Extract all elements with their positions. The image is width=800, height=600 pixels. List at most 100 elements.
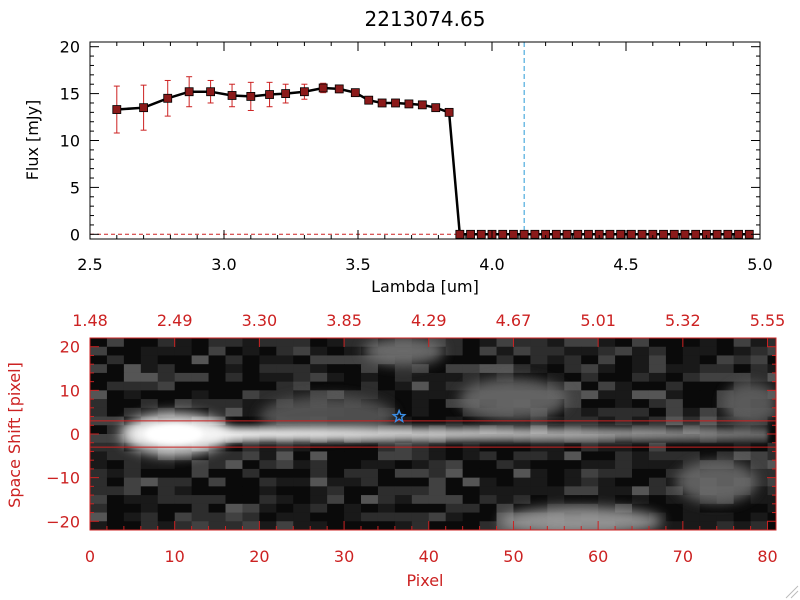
noise-cell (259, 346, 277, 356)
noise-cell (581, 477, 599, 487)
noise-cell (123, 521, 142, 530)
noise-cell (259, 338, 277, 348)
flux-data-point (377, 98, 387, 108)
noise-cell (259, 355, 277, 365)
emission-blob (723, 382, 776, 425)
noise-cell (750, 477, 769, 487)
noise-cell (716, 355, 735, 365)
noise-cell (140, 364, 159, 374)
noise-cell (615, 486, 633, 496)
noise-cell (750, 338, 769, 348)
noise-cell (750, 460, 769, 470)
noise-cell (665, 364, 684, 374)
noise-cell (445, 338, 464, 348)
noise-cell (445, 521, 464, 530)
noise-cell (157, 521, 176, 530)
noise-cell (716, 390, 735, 400)
noise-cell (90, 503, 108, 514)
noise-cell (90, 495, 108, 505)
noise-cell (445, 381, 464, 391)
noise-cell (716, 512, 735, 522)
flux-data-point (509, 229, 518, 239)
noise-cell (361, 512, 379, 522)
chart-title: 2213074.65 (365, 7, 486, 31)
noise-cell (259, 390, 277, 400)
noise-cell (428, 451, 447, 461)
noise-cell (140, 346, 159, 356)
x-tick-label: 4.0 (479, 255, 504, 274)
noise-cell (344, 346, 362, 356)
noise-cell (361, 338, 379, 348)
noise-cell (310, 477, 328, 487)
noise-cell (377, 495, 396, 505)
noise-cell (632, 355, 650, 365)
noise-cell (276, 390, 294, 400)
noise-cell (411, 381, 430, 391)
resize-grip-icon[interactable] (785, 585, 799, 599)
noise-cell (632, 399, 650, 409)
noise-cell (445, 477, 464, 487)
noise-cell (361, 364, 379, 374)
noise-cell (632, 390, 650, 400)
noise-cell (123, 486, 142, 496)
flux-data-point (584, 229, 593, 239)
noise-cell (208, 372, 227, 383)
noise-cell (157, 399, 176, 409)
noise-cell (716, 381, 735, 391)
noise-cell (513, 468, 531, 479)
noise-cell (547, 460, 565, 470)
noise-cell (394, 372, 413, 383)
noise-cell (157, 477, 176, 487)
flux-data-point (184, 87, 194, 97)
noise-cell (276, 372, 294, 383)
noise-cell (90, 486, 108, 496)
noise-cell (615, 364, 633, 374)
noise-cell (767, 477, 776, 487)
y-tick-label: 20 (60, 338, 80, 357)
flux-data-point (334, 84, 344, 94)
noise-cell (123, 372, 142, 383)
noise-cell (259, 364, 277, 374)
noise-cell (564, 399, 582, 409)
noise-cell (225, 495, 243, 505)
noise-cell (547, 346, 565, 356)
noise-cell (293, 346, 311, 356)
noise-cell (293, 460, 311, 470)
noise-cell (208, 355, 227, 365)
noise-cell (225, 521, 243, 530)
noise-cell (242, 355, 260, 365)
noise-cell (174, 346, 193, 356)
noise-cell (242, 503, 260, 514)
noise-cell (665, 372, 684, 383)
flux-data-point (265, 90, 274, 99)
noise-cell (327, 390, 345, 400)
top-tick-label: 1.48 (72, 311, 108, 330)
top-tick-label: 3.85 (326, 311, 362, 330)
noise-cell (191, 381, 210, 391)
noise-cell (344, 495, 362, 505)
noise-cell (411, 451, 430, 461)
noise-cell (293, 486, 311, 496)
noise-cell (648, 486, 667, 496)
noise-cell (225, 390, 243, 400)
noise-cell (293, 468, 311, 479)
noise-cell (665, 486, 684, 496)
noise-cell (733, 512, 752, 522)
noise-cell (581, 460, 599, 470)
noise-cell (157, 486, 176, 496)
noise-cell (513, 451, 531, 461)
noise-cell (767, 338, 776, 348)
noise-cell (106, 425, 125, 435)
source-position-marker (391, 408, 407, 423)
star-icon (391, 408, 407, 423)
noise-cell (242, 399, 260, 409)
noise-cell (90, 425, 108, 435)
noise-cell (327, 372, 345, 383)
noise-cell (361, 390, 379, 400)
noise-cell (394, 364, 413, 374)
noise-cell (327, 468, 345, 479)
noise-cell (344, 512, 362, 522)
noise-cell (564, 372, 582, 383)
noise-cell (361, 495, 379, 505)
image-blobs (120, 338, 776, 530)
